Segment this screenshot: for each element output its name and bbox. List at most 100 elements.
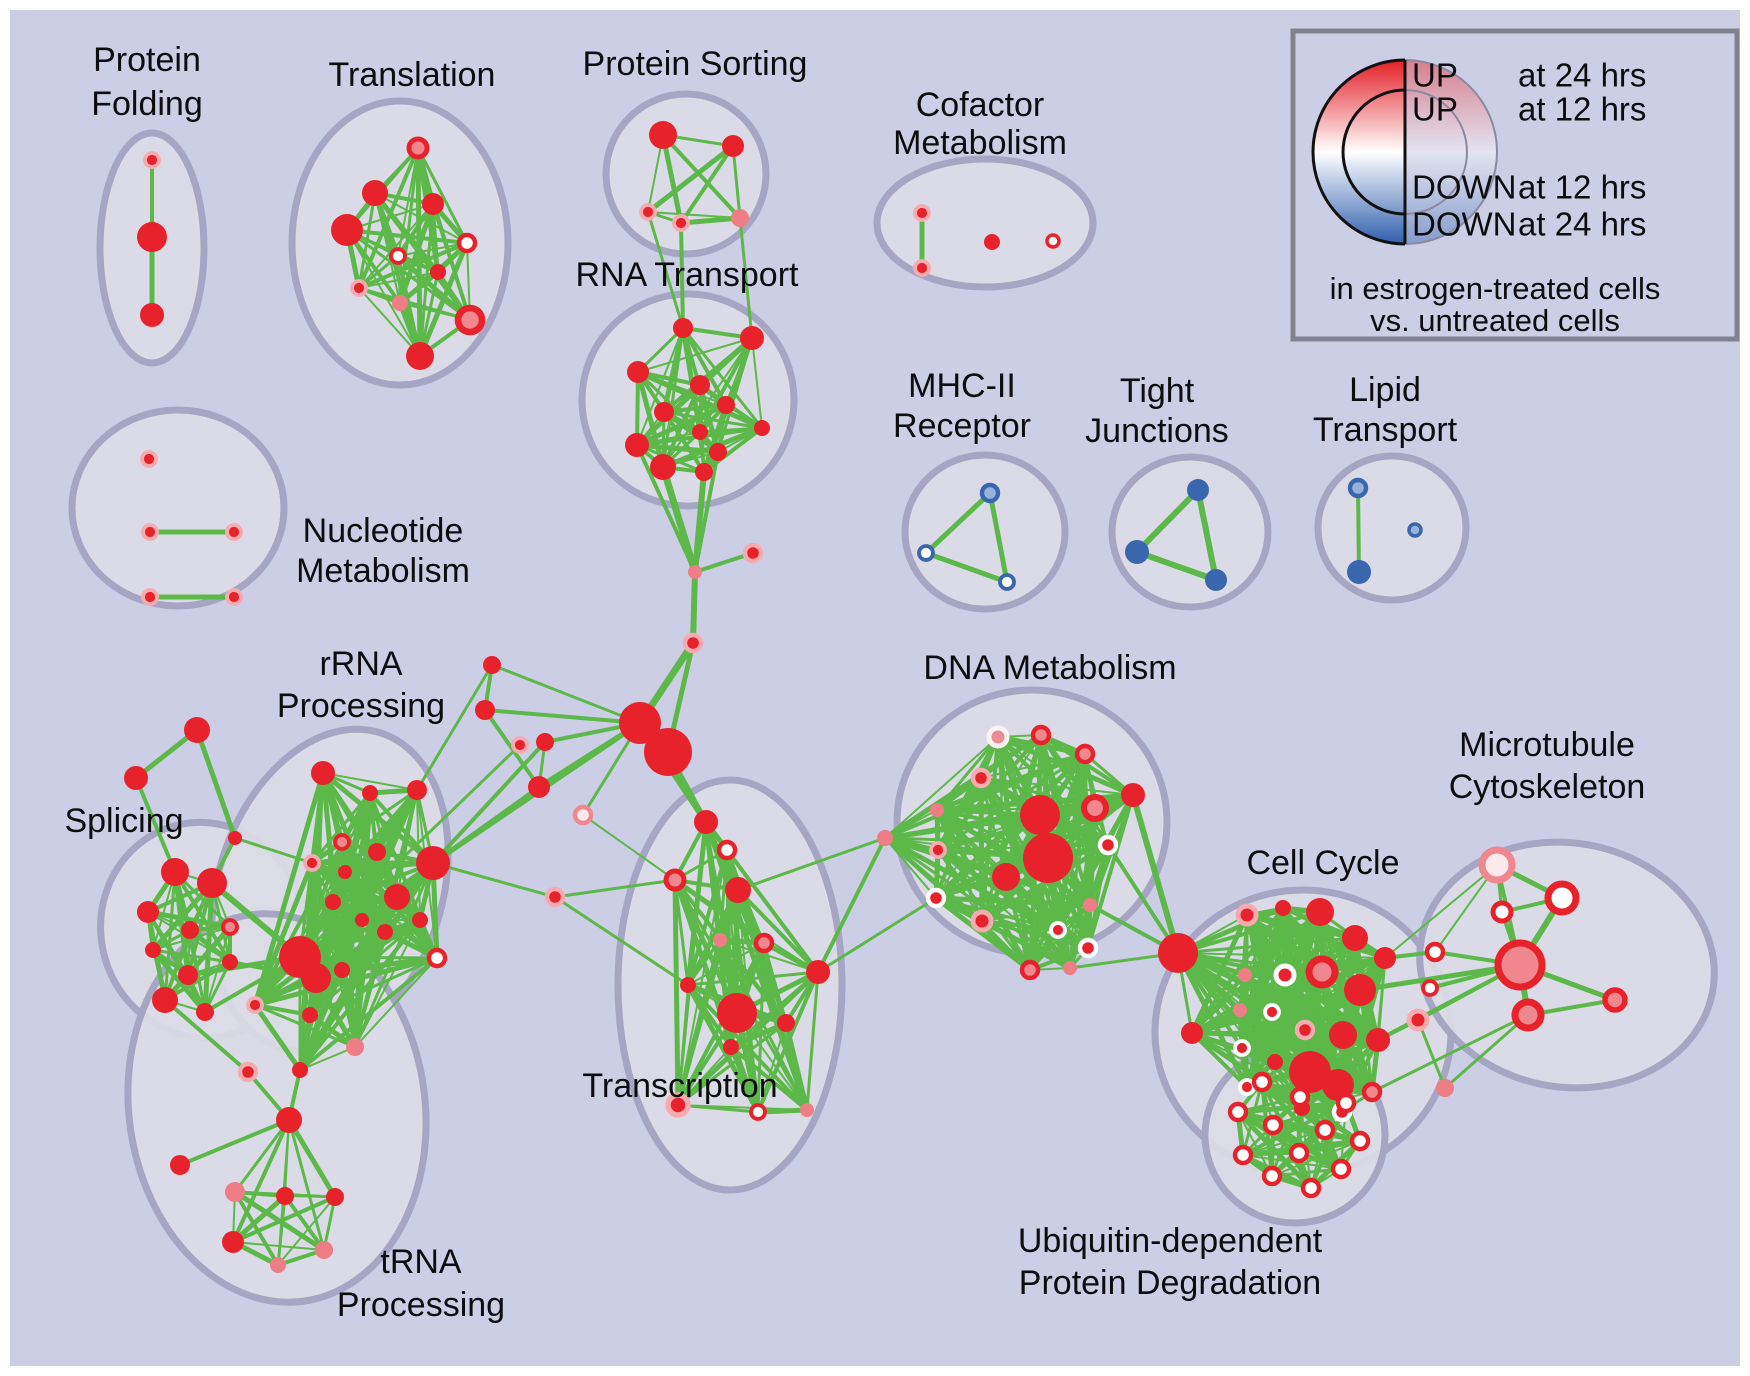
network-edge xyxy=(751,337,763,429)
network-edge xyxy=(134,776,177,874)
network-node xyxy=(196,1003,214,1021)
network-node xyxy=(1490,900,1514,924)
network-edge xyxy=(397,242,468,257)
network-node xyxy=(475,700,495,720)
network-node xyxy=(377,924,393,940)
network-edge xyxy=(677,984,689,1106)
network-node xyxy=(511,736,529,754)
network-edge xyxy=(662,403,728,414)
network-node xyxy=(389,247,407,265)
network-edge xyxy=(674,879,721,941)
network-node xyxy=(311,761,335,785)
network-edge xyxy=(354,919,421,1048)
network-node xyxy=(392,295,408,311)
network-node xyxy=(416,846,450,880)
network-node xyxy=(197,868,227,898)
network-edge xyxy=(1357,962,1523,993)
network-node xyxy=(1289,1086,1311,1108)
network-edge xyxy=(981,904,1091,922)
network-node xyxy=(528,776,550,798)
network-edge xyxy=(1370,1013,1530,1094)
network-node xyxy=(141,523,159,541)
network-edge xyxy=(661,133,742,220)
network-node xyxy=(140,303,164,327)
network-node xyxy=(237,1061,259,1083)
network-node xyxy=(663,868,687,892)
network-node xyxy=(1330,1158,1352,1180)
cluster-label-mhc-ii-receptor: Receptor xyxy=(893,407,1031,445)
network-node xyxy=(1049,921,1067,939)
network-node xyxy=(326,1188,344,1206)
network-edge xyxy=(980,919,1060,932)
network-node xyxy=(1349,1130,1371,1152)
network-node xyxy=(1335,1092,1357,1114)
network-node xyxy=(619,702,661,744)
network-edge xyxy=(397,269,441,306)
cluster-label-cofactor-metabolism: Metabolism xyxy=(893,124,1067,162)
cluster-label-ubiquitin-degradation: Protein Degradation xyxy=(1019,1264,1321,1302)
network-node xyxy=(1511,998,1545,1032)
cluster-ellipse-microtubule-cytoskeleton xyxy=(1416,838,1718,1092)
network-edge xyxy=(816,836,887,974)
network-node xyxy=(717,993,757,1033)
network-node xyxy=(1158,933,1198,973)
network-edge xyxy=(276,1194,287,1267)
network-node xyxy=(713,933,727,947)
network-edge xyxy=(987,490,1010,585)
network-node xyxy=(572,804,594,826)
legend-footnote-line: in estrogen-treated cells xyxy=(1330,271,1661,306)
network-edge xyxy=(660,132,684,226)
network-node xyxy=(1267,1054,1283,1070)
network-edge xyxy=(416,146,469,245)
network-node xyxy=(998,573,1016,591)
network-edge xyxy=(980,919,1090,950)
network-node xyxy=(754,420,770,436)
network-node xyxy=(355,913,369,927)
network-edge xyxy=(1134,487,1201,555)
network-edge xyxy=(783,1020,810,1113)
network-edge xyxy=(679,144,735,225)
network-edge xyxy=(757,1022,787,1113)
network-edge xyxy=(277,1196,336,1266)
network-node xyxy=(184,717,210,743)
cluster-label-lipid-transport: Transport xyxy=(1313,411,1458,449)
network-edge xyxy=(634,442,721,455)
network-node xyxy=(1424,941,1446,963)
network-edge xyxy=(1106,843,1180,955)
network-edge xyxy=(286,1117,338,1200)
network-node xyxy=(672,214,690,232)
cluster-label-nucleotide-metabolism: Nucleotide xyxy=(303,512,464,550)
network-edge xyxy=(483,708,642,725)
network-edge xyxy=(252,1002,303,1073)
cluster-label-microtubule-cytoskeleton: Microtubule xyxy=(1459,726,1635,764)
network-node xyxy=(303,854,321,872)
network-edge xyxy=(431,861,557,899)
network-node xyxy=(1407,522,1423,538)
network-node xyxy=(407,780,427,800)
network-node xyxy=(1347,477,1369,499)
network-edge xyxy=(151,948,232,964)
network-edge xyxy=(354,957,438,1048)
network-node xyxy=(1030,724,1052,746)
network-edge xyxy=(698,426,764,434)
network-edge xyxy=(1356,486,1361,574)
network-edge xyxy=(736,888,820,974)
node-layer xyxy=(124,121,1628,1273)
network-node xyxy=(422,193,444,215)
network-node xyxy=(225,1182,245,1202)
network-node xyxy=(456,232,478,254)
network-node xyxy=(929,841,947,859)
network-edge xyxy=(253,1003,357,1049)
network-node xyxy=(1478,846,1516,884)
network-node xyxy=(731,209,749,227)
network-node xyxy=(1205,569,1227,591)
network-edge xyxy=(1297,1139,1362,1155)
network-edge xyxy=(298,956,439,1072)
network-edge xyxy=(298,1013,312,1072)
network-edge xyxy=(357,241,469,290)
network-edge xyxy=(1004,875,1072,970)
legend-glyph-fade xyxy=(1405,60,1497,244)
network-edge xyxy=(331,861,435,904)
network-node xyxy=(682,632,704,654)
